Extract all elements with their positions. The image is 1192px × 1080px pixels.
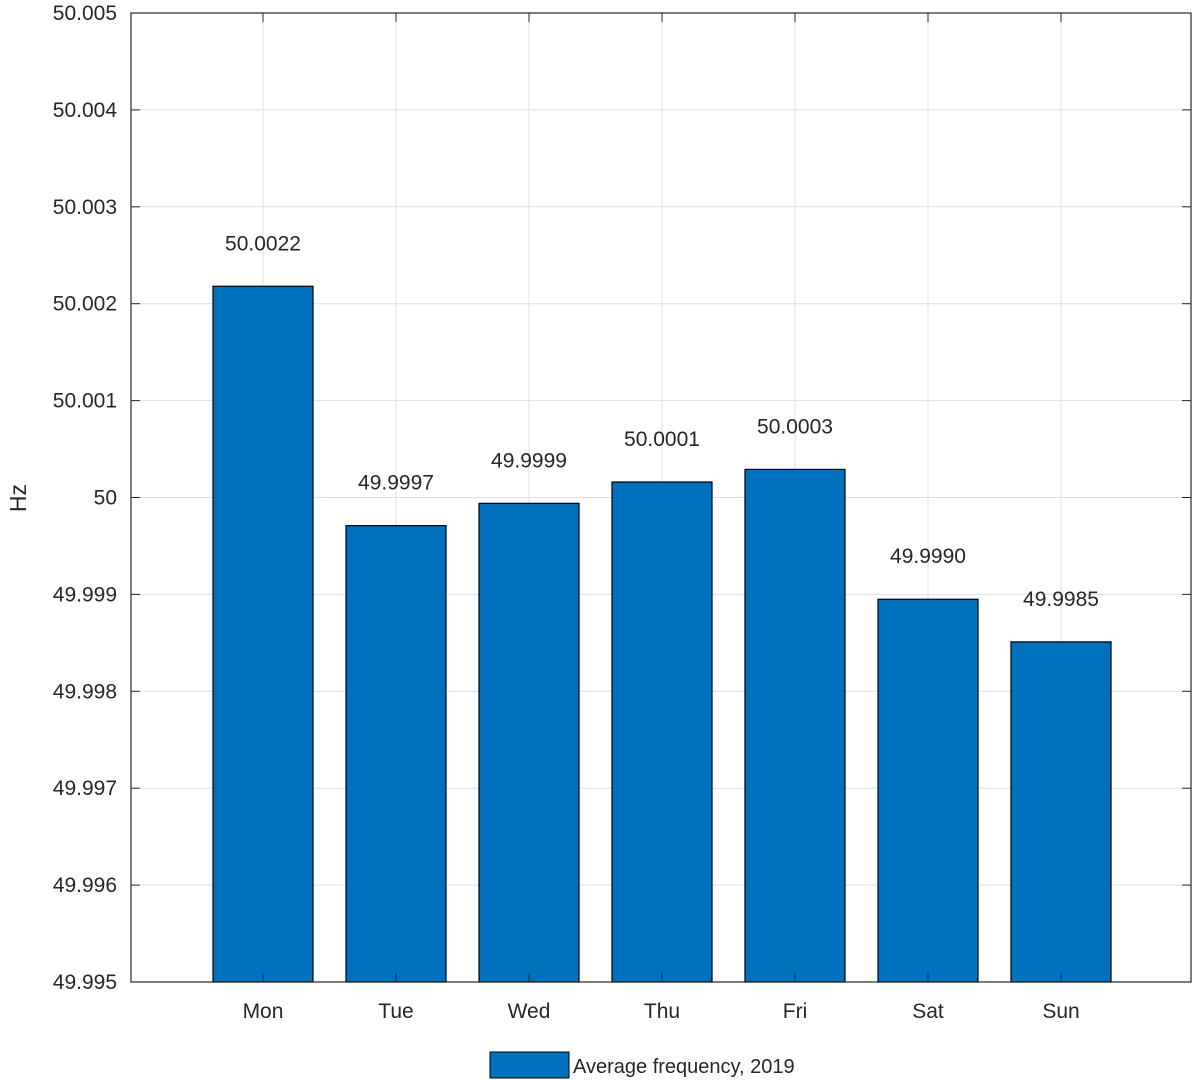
legend-box [489, 1051, 570, 1079]
data-label-wed: 49.9999 [491, 449, 567, 472]
bar-mon [212, 285, 314, 983]
y-tick-label: 49.999 [53, 583, 117, 606]
legend-label: Average frequency, 2019 [573, 1056, 795, 1078]
data-label-mon: 50.0022 [225, 232, 301, 255]
y-tick-label: 50.004 [53, 99, 118, 122]
data-label-sat: 49.9990 [890, 545, 966, 568]
y-tick-label: 50 [94, 487, 117, 510]
data-labels: 50.0022 49.9997 49.9999 50.0001 50.0003 49.99… [225, 232, 1099, 611]
x-tick-label: Thu [644, 1000, 680, 1023]
y-tick-label: 50.003 [53, 196, 117, 219]
data-label-fri: 50.0003 [757, 415, 833, 438]
y-tick-label: 49.996 [53, 874, 117, 897]
bar-wed [478, 502, 580, 983]
x-axis-ticks: Mon Tue Wed Thu Fri Sat Sun [243, 13, 1080, 1023]
bar-tue [345, 525, 447, 983]
y-tick-label: 50.001 [53, 390, 117, 413]
bars [212, 285, 1112, 983]
data-label-thu: 50.0001 [624, 428, 700, 451]
x-tick-label: Tue [378, 1000, 413, 1023]
y-tick-label: 50.005 [53, 2, 117, 25]
y-tick-label: 49.997 [53, 777, 117, 800]
y-axis-ticks: 49.995 49.996 49.997 49.998 49.999 50 50.001 50… [53, 2, 1191, 994]
legend: Average frequency, 2019 [489, 1051, 795, 1079]
y-tick-label: 49.998 [53, 680, 117, 703]
x-tick-label: Wed [508, 1000, 551, 1023]
bar-thu [611, 481, 713, 983]
y-tick-label: 49.995 [53, 971, 117, 994]
x-tick-label: Fri [783, 1000, 808, 1023]
data-label-tue: 49.9997 [358, 472, 434, 495]
x-tick-label: Mon [243, 1000, 284, 1023]
bar-sat [877, 598, 979, 983]
x-tick-label: Sat [912, 1000, 944, 1023]
bar-fri [744, 468, 846, 983]
bar-sun [1010, 641, 1112, 983]
y-tick-label: 50.002 [53, 293, 117, 316]
x-tick-label: Sun [1042, 1000, 1079, 1023]
y-axis-label: Hz [5, 484, 31, 512]
data-label-sun: 49.9985 [1023, 588, 1099, 611]
